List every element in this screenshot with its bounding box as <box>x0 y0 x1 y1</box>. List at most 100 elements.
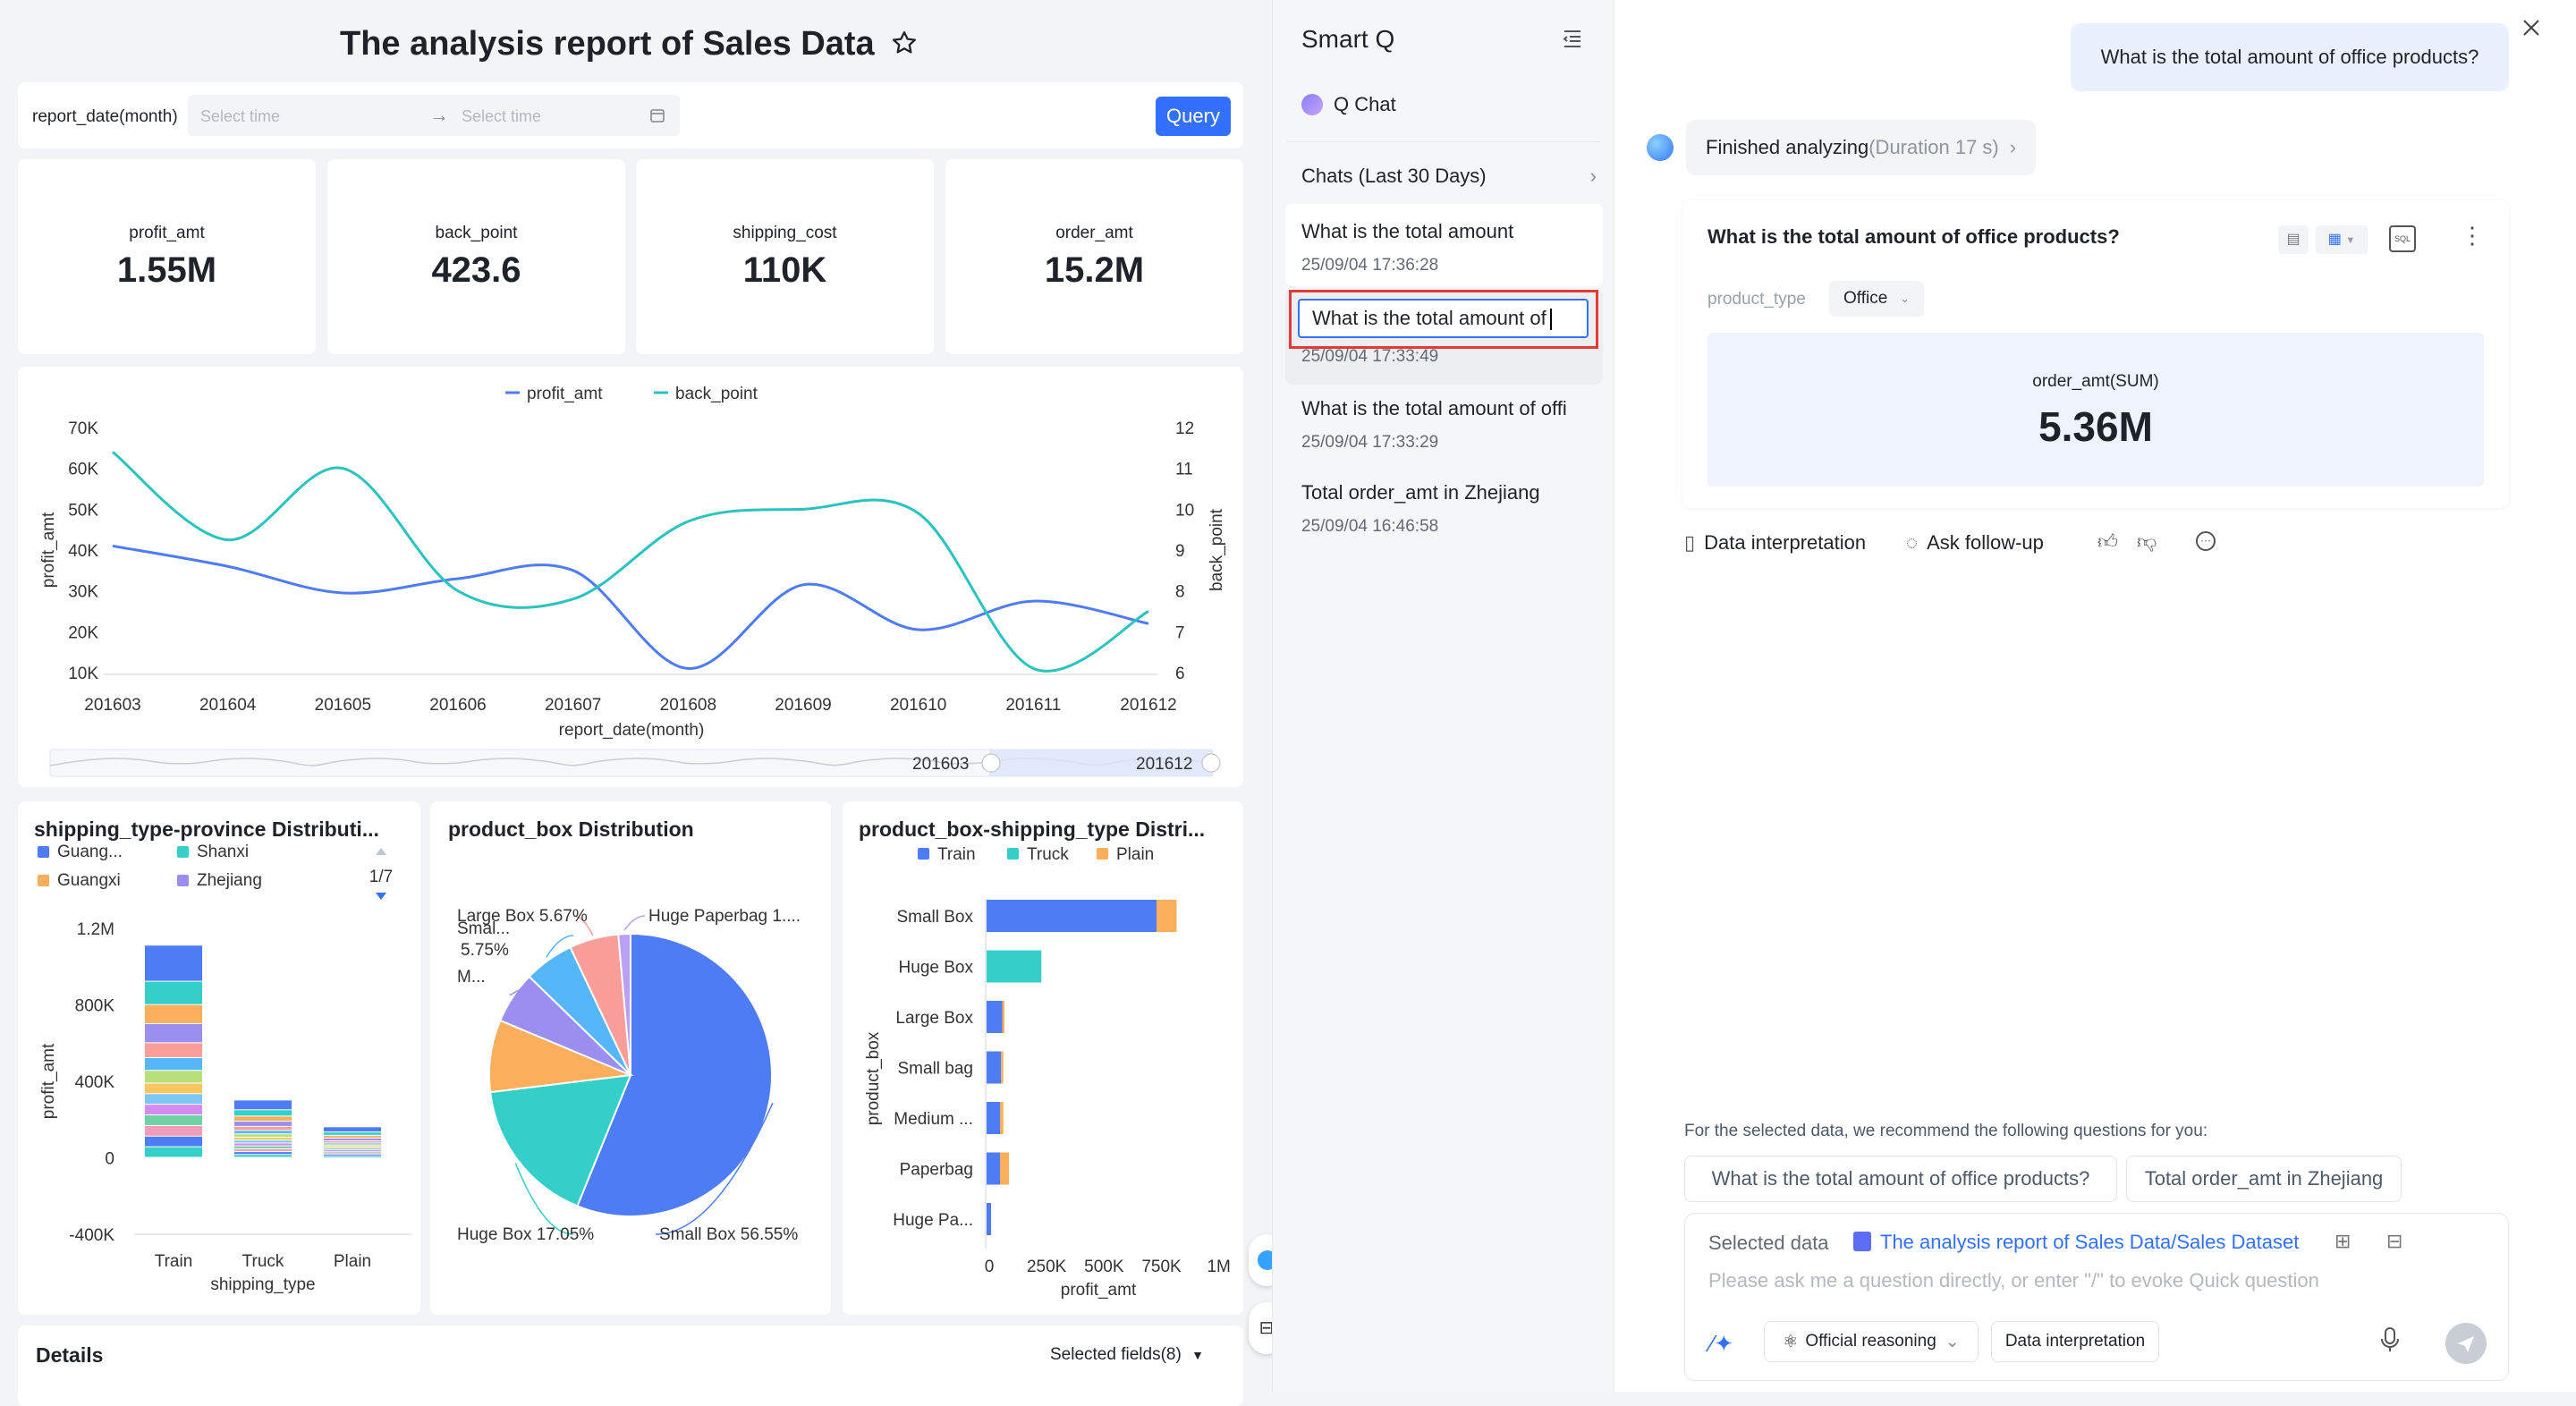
data-interpretation-button[interactable]: Data interpretation <box>1991 1321 2159 1362</box>
bar-segment <box>234 1127 292 1130</box>
dataset-switch-icon[interactable]: ⊟ <box>2386 1230 2402 1253</box>
star-icon[interactable] <box>891 30 918 61</box>
reasoning-mode-dropdown[interactable]: ⚛ Official reasoning ⌄ <box>1764 1321 1979 1362</box>
data-interpretation-action[interactable]: ▯ Data interpretation <box>1684 531 1866 555</box>
book-icon: ▯ <box>1684 531 1695 555</box>
bar-Train <box>987 1153 1000 1185</box>
recommendation-chip[interactable]: Total order_amt in Zhejiang <box>2126 1156 2402 1202</box>
y2-tick-label: 7 <box>1175 623 1185 642</box>
kpi-card-profit: profit_amt 1.55M <box>18 159 316 354</box>
zoom-handle-end[interactable] <box>1202 754 1220 772</box>
bar-segment <box>234 1134 292 1137</box>
x-tick-label: 201610 <box>890 696 946 715</box>
q-chat-item[interactable]: Q Chat <box>1301 93 1396 116</box>
sidebar-title: Smart Q <box>1301 25 1394 54</box>
bar-segment <box>145 1058 202 1070</box>
analysis-status-chip[interactable]: Finished analyzing (Duration 17 s) › <box>1686 120 2036 175</box>
chart-type-dropdown[interactable]: ▦ ▼ <box>2316 225 2368 254</box>
recommend-text: For the selected data, we recommend the … <box>1684 1122 2207 1141</box>
x-tick-label: 500K <box>1084 1258 1124 1276</box>
y-tick-label: 60K <box>68 461 98 479</box>
bar-segment <box>234 1122 292 1126</box>
sql-icon[interactable]: SQL <box>2389 225 2416 252</box>
pie-label: Huge Box 17.05% <box>457 1225 594 1244</box>
x-tick-label: 201605 <box>315 696 371 715</box>
chat-history-item[interactable]: What is the total amount of offi 25/09/0… <box>1285 397 1603 474</box>
product-type-select[interactable]: Office ⌄ <box>1829 281 1924 317</box>
bar-segment <box>234 1138 292 1139</box>
send-button[interactable] <box>2445 1323 2487 1364</box>
question-input[interactable]: Please ask me a question directly, or en… <box>1708 1269 2319 1292</box>
thumbs-up-icon[interactable]: 👍︎ <box>2097 529 2118 554</box>
chat-history-item-editing[interactable]: What is the total amount of 25/09/04 17:… <box>1285 290 1603 385</box>
legend-swatch <box>177 846 189 858</box>
ask-follow-up-label: Ask follow-up <box>1927 531 2044 555</box>
y-tick-label: Medium ... <box>894 1110 973 1129</box>
x-axis-title: report_date(month) <box>559 721 705 740</box>
dataset-table-icon[interactable]: ⊞ <box>2334 1230 2351 1253</box>
kpi-label: profit_amt <box>18 224 316 243</box>
zoom-handle-start[interactable] <box>982 754 1000 772</box>
selected-dataset-link[interactable]: The analysis report of Sales Data/Sales … <box>1880 1231 2299 1254</box>
rename-input[interactable]: What is the total amount of <box>1298 299 1589 338</box>
y-tick-label: Huge Box <box>899 959 974 978</box>
bar-segment <box>324 1143 381 1144</box>
chats-header[interactable]: Chats (Last 30 Days) › <box>1301 165 1597 188</box>
date-range-picker[interactable]: Select time → Select time <box>188 95 680 136</box>
selected-fields-dropdown[interactable]: Selected fields(8) ▼ <box>1050 1345 1204 1365</box>
filter-label: product_type <box>1707 290 1806 309</box>
legend-page: 1/7 <box>369 868 393 886</box>
bar-segment <box>324 1153 381 1154</box>
bar-segment <box>234 1110 292 1115</box>
bar-segment <box>145 1148 202 1157</box>
chevron-right-icon: › <box>2010 136 2016 159</box>
bar-segment <box>145 1105 202 1114</box>
end-date-input[interactable]: Select time <box>462 107 541 126</box>
chats-header-label: Chats (Last 30 Days) <box>1301 165 1487 188</box>
recommendation-chip[interactable]: What is the total amount of office produ… <box>1684 1156 2117 1202</box>
close-icon[interactable] <box>2520 16 2543 44</box>
result-title: What is the total amount of office produ… <box>1707 225 2120 249</box>
x-tick-label: 201604 <box>199 696 257 715</box>
bar-segment <box>234 1131 292 1133</box>
chat-history-question: Total order_amt in Zhejiang <box>1301 481 1603 504</box>
legend-next-icon[interactable] <box>376 893 386 900</box>
more-circle-icon[interactable]: ··· <box>2196 531 2216 551</box>
bar-segment <box>324 1150 381 1151</box>
microphone-icon[interactable] <box>2379 1326 2401 1358</box>
x-axis-title: shipping_type <box>210 1275 315 1294</box>
bar-segment <box>145 1115 202 1125</box>
x-tick-label: Plain <box>334 1252 371 1271</box>
x-tick-label: 201607 <box>545 696 601 715</box>
thumbs-down-icon[interactable]: 👎︎ <box>2137 529 2157 554</box>
chat-history-item[interactable]: What is the total amount 25/09/04 17:36:… <box>1285 204 1603 286</box>
query-button[interactable]: Query <box>1156 97 1231 136</box>
duration-text: (Duration 17 s) <box>1868 136 1999 159</box>
chat-history-item[interactable]: Total order_amt in Zhejiang 25/09/04 16:… <box>1285 481 1603 558</box>
legend-prev-icon[interactable] <box>376 848 386 855</box>
table-view-icon[interactable]: ▤ <box>2278 225 2309 254</box>
y2-tick-label: 12 <box>1175 419 1194 438</box>
collapse-icon[interactable] <box>1561 27 1584 55</box>
chat-input-box[interactable]: Selected data The analysis report of Sal… <box>1684 1213 2509 1381</box>
bar-Train <box>987 1001 1003 1033</box>
magic-wand-icon[interactable]: ⁄✦ <box>1710 1330 1733 1358</box>
more-options-icon[interactable]: ⋮ <box>2461 222 2484 250</box>
pie-chart[interactable]: Small Box 56.55%Huge Box 17.05%M...Smal.… <box>430 801 831 1315</box>
y-tick-label: Small Box <box>896 908 973 927</box>
ask-follow-up-action[interactable]: ◌ Ask follow-up <box>1906 531 2044 555</box>
x-tick-label: 250K <box>1027 1258 1067 1276</box>
status-text: Finished analyzing <box>1706 136 1868 159</box>
text-cursor <box>1550 309 1552 330</box>
start-date-input[interactable]: Select time <box>200 107 280 126</box>
bar-segment <box>324 1145 381 1146</box>
y2-tick-label: 9 <box>1175 542 1185 561</box>
rename-input-value: What is the total amount of <box>1312 307 1546 329</box>
y-axis-title: product_box <box>864 1031 883 1125</box>
y-tick-label: 70K <box>68 419 98 438</box>
bar-segment <box>145 1094 202 1104</box>
